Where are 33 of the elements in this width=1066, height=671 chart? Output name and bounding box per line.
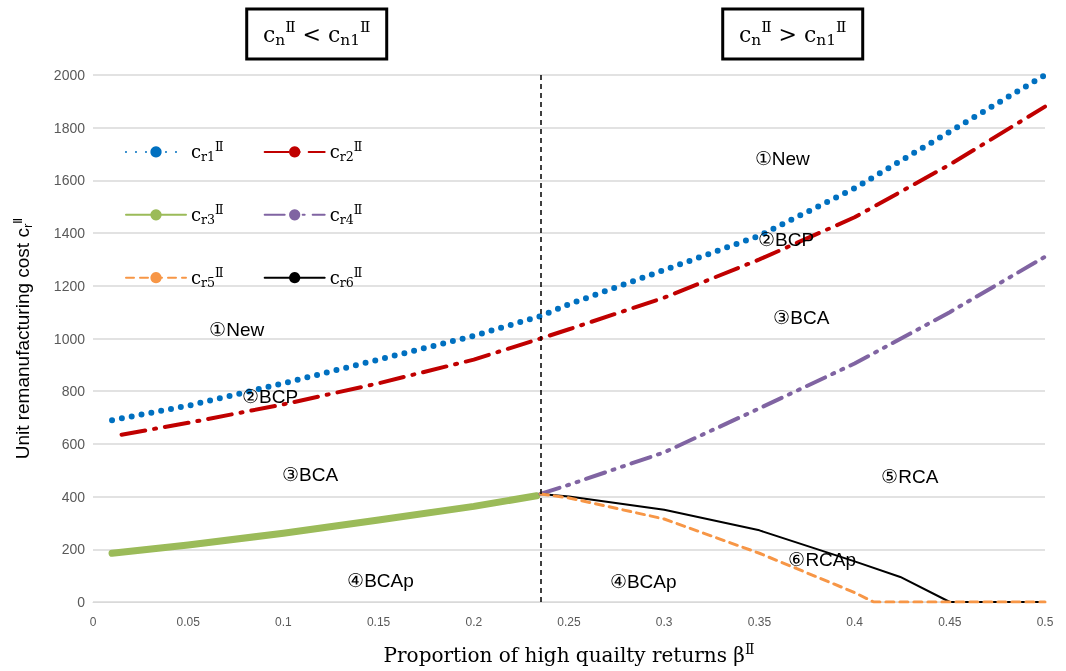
- y-tick-label: 1200: [53, 277, 86, 294]
- line-series: [538, 254, 1047, 496]
- annotation: ①New: [754, 147, 811, 169]
- annotation: ①New: [209, 319, 265, 341]
- y-tick-label: 2000: [53, 67, 86, 83]
- y-tick-label: 1800: [53, 119, 86, 136]
- annotation: ④BCAp: [609, 571, 677, 593]
- y-tick-label: 1600: [53, 172, 86, 189]
- x-tick-label: 0.3: [655, 615, 673, 629]
- x-tick-label: 0.4: [846, 615, 864, 629]
- y-tick-label: 800: [61, 383, 86, 400]
- x-tick-label: 0.2: [465, 615, 483, 629]
- y-axis-title: Unit remanufacturing cost crⅡ: [9, 217, 36, 460]
- y-tick-label: 0: [77, 594, 86, 610]
- x-tick-label: 0.25: [557, 615, 581, 629]
- y-tick-label: 400: [61, 488, 86, 505]
- annotation: ②BCP: [242, 386, 299, 408]
- annotation: ③BCA: [282, 464, 339, 486]
- x-tick-label: 0: [89, 615, 97, 629]
- annotation: ⑤RCA: [881, 465, 939, 487]
- x-tick-label: 0.35: [747, 615, 772, 629]
- annotation: ③BCA: [773, 307, 830, 329]
- y-tick-label: 200: [61, 541, 86, 558]
- x-tick-label: 0.15: [366, 615, 391, 629]
- y-tick-label: 1000: [53, 330, 86, 347]
- x-tick-label: 0.5: [1036, 615, 1054, 629]
- annotation: ④BCAp: [347, 569, 414, 591]
- x-tick-label: 0.45: [938, 615, 962, 629]
- y-tick-label: 600: [61, 435, 86, 452]
- x-tick-label: 0.1: [275, 615, 293, 629]
- x-tick-label: 0.05: [176, 615, 201, 629]
- annotation: ⑥RCAp: [788, 549, 857, 571]
- y-tick-label: 1400: [53, 225, 86, 242]
